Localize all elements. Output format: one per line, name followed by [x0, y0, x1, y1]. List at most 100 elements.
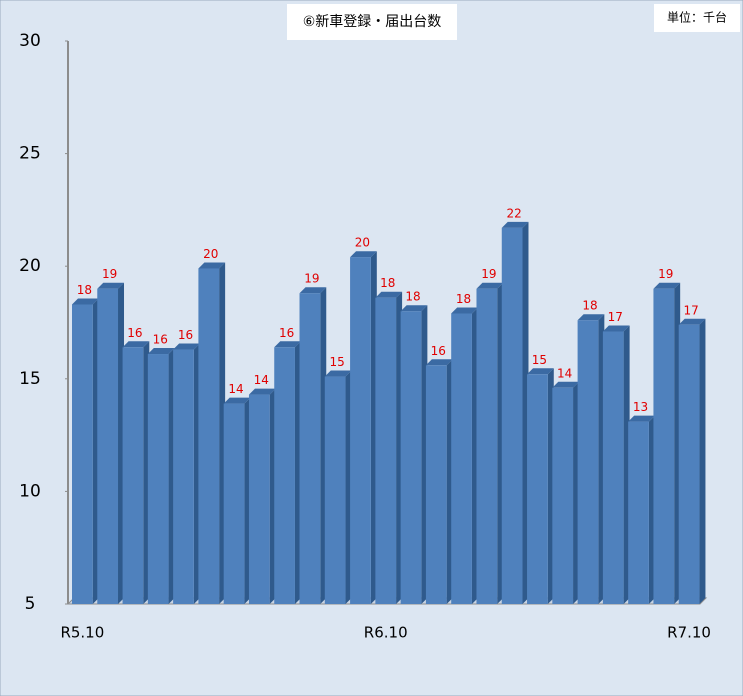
bar — [501, 227, 523, 604]
bar-side — [168, 348, 175, 604]
bar-top — [552, 381, 580, 388]
bar-side — [547, 368, 554, 604]
y-tick-label: 10 — [19, 481, 41, 501]
bar-side — [623, 325, 630, 604]
bar-side — [674, 282, 681, 604]
bar-top — [653, 282, 681, 289]
unit-box — [654, 4, 740, 32]
bar — [223, 403, 245, 604]
bar-top — [274, 341, 301, 348]
bar-top — [173, 343, 200, 350]
value-label: 16 — [431, 344, 446, 358]
bar — [147, 354, 169, 604]
bar-top — [577, 314, 605, 321]
bar-top — [97, 282, 125, 289]
bar-side — [446, 359, 453, 604]
bar-top — [628, 415, 655, 422]
value-label: 17 — [683, 303, 698, 317]
bar-top — [299, 287, 327, 294]
bar-side — [573, 381, 580, 604]
value-label: 16 — [153, 333, 168, 347]
x-tick-label: R7.10 — [667, 624, 711, 642]
value-label: 16 — [279, 326, 294, 340]
bar — [602, 331, 624, 604]
bar-top — [527, 368, 554, 375]
bar — [552, 387, 574, 604]
bar-top — [375, 291, 403, 298]
bar-side — [219, 262, 226, 604]
bar — [350, 257, 371, 604]
bar-top — [602, 325, 630, 332]
value-label: 14 — [557, 366, 572, 380]
bar — [173, 349, 194, 604]
bar-side — [648, 415, 655, 604]
value-label: 17 — [608, 310, 623, 324]
bar — [375, 297, 397, 604]
bar-side — [294, 341, 301, 604]
bar-side — [92, 298, 99, 604]
value-label: 15 — [330, 355, 345, 369]
bar — [577, 320, 599, 604]
bar-top — [122, 341, 150, 348]
bar-top — [198, 262, 226, 269]
bar-side — [345, 370, 352, 604]
bar-side — [471, 307, 478, 604]
value-label: 19 — [481, 267, 496, 281]
value-label: 14 — [228, 382, 243, 396]
bar-side — [699, 318, 706, 604]
bar — [299, 293, 321, 604]
value-label: 18 — [77, 283, 92, 297]
bar-top — [350, 251, 377, 258]
value-label: 20 — [355, 236, 370, 250]
bar — [248, 394, 270, 604]
bar-top — [72, 298, 99, 305]
y-tick-label: 15 — [19, 369, 41, 389]
bar-top — [476, 282, 504, 289]
bar — [122, 347, 144, 604]
bar-side — [143, 341, 150, 604]
chart-title: ⑥新車登録・届出台数 — [303, 13, 442, 30]
y-tick-label: 20 — [19, 256, 41, 276]
bar-side — [193, 343, 200, 604]
bar — [97, 288, 119, 604]
unit-label: 単位：千台 — [667, 10, 727, 25]
value-label: 20 — [203, 247, 218, 261]
value-label: 19 — [102, 267, 117, 281]
bar-side — [396, 291, 403, 604]
value-label: 13 — [633, 400, 648, 414]
bar-side — [244, 397, 251, 604]
bar — [274, 347, 295, 604]
bar-side — [421, 305, 428, 604]
bar — [653, 288, 675, 604]
x-tick-label: R6.10 — [364, 624, 408, 642]
bar — [324, 376, 346, 604]
y-tick-label: 30 — [19, 31, 41, 51]
bar — [628, 421, 649, 604]
bar-side — [497, 282, 504, 604]
bar-side — [598, 314, 605, 604]
value-label: 18 — [456, 292, 471, 306]
value-label: 18 — [380, 276, 395, 290]
bar — [527, 374, 548, 604]
value-label: 16 — [127, 326, 142, 340]
bar-side — [269, 388, 276, 604]
bar-top — [400, 305, 428, 312]
bar-top — [324, 370, 352, 377]
bar — [72, 304, 93, 604]
title-box — [287, 4, 457, 40]
bar-side — [370, 251, 377, 604]
bar-top — [451, 307, 478, 314]
bar-top — [425, 359, 453, 366]
value-label: 19 — [658, 267, 673, 281]
value-label: 16 — [178, 328, 193, 342]
bar-top — [248, 388, 276, 395]
value-label: 19 — [304, 272, 319, 286]
bar — [425, 365, 447, 604]
value-label: 14 — [254, 373, 269, 387]
value-label: 15 — [532, 353, 547, 367]
value-label: 18 — [405, 290, 420, 304]
bar-top — [147, 348, 175, 355]
bar-top — [501, 221, 529, 228]
bar — [678, 324, 700, 604]
